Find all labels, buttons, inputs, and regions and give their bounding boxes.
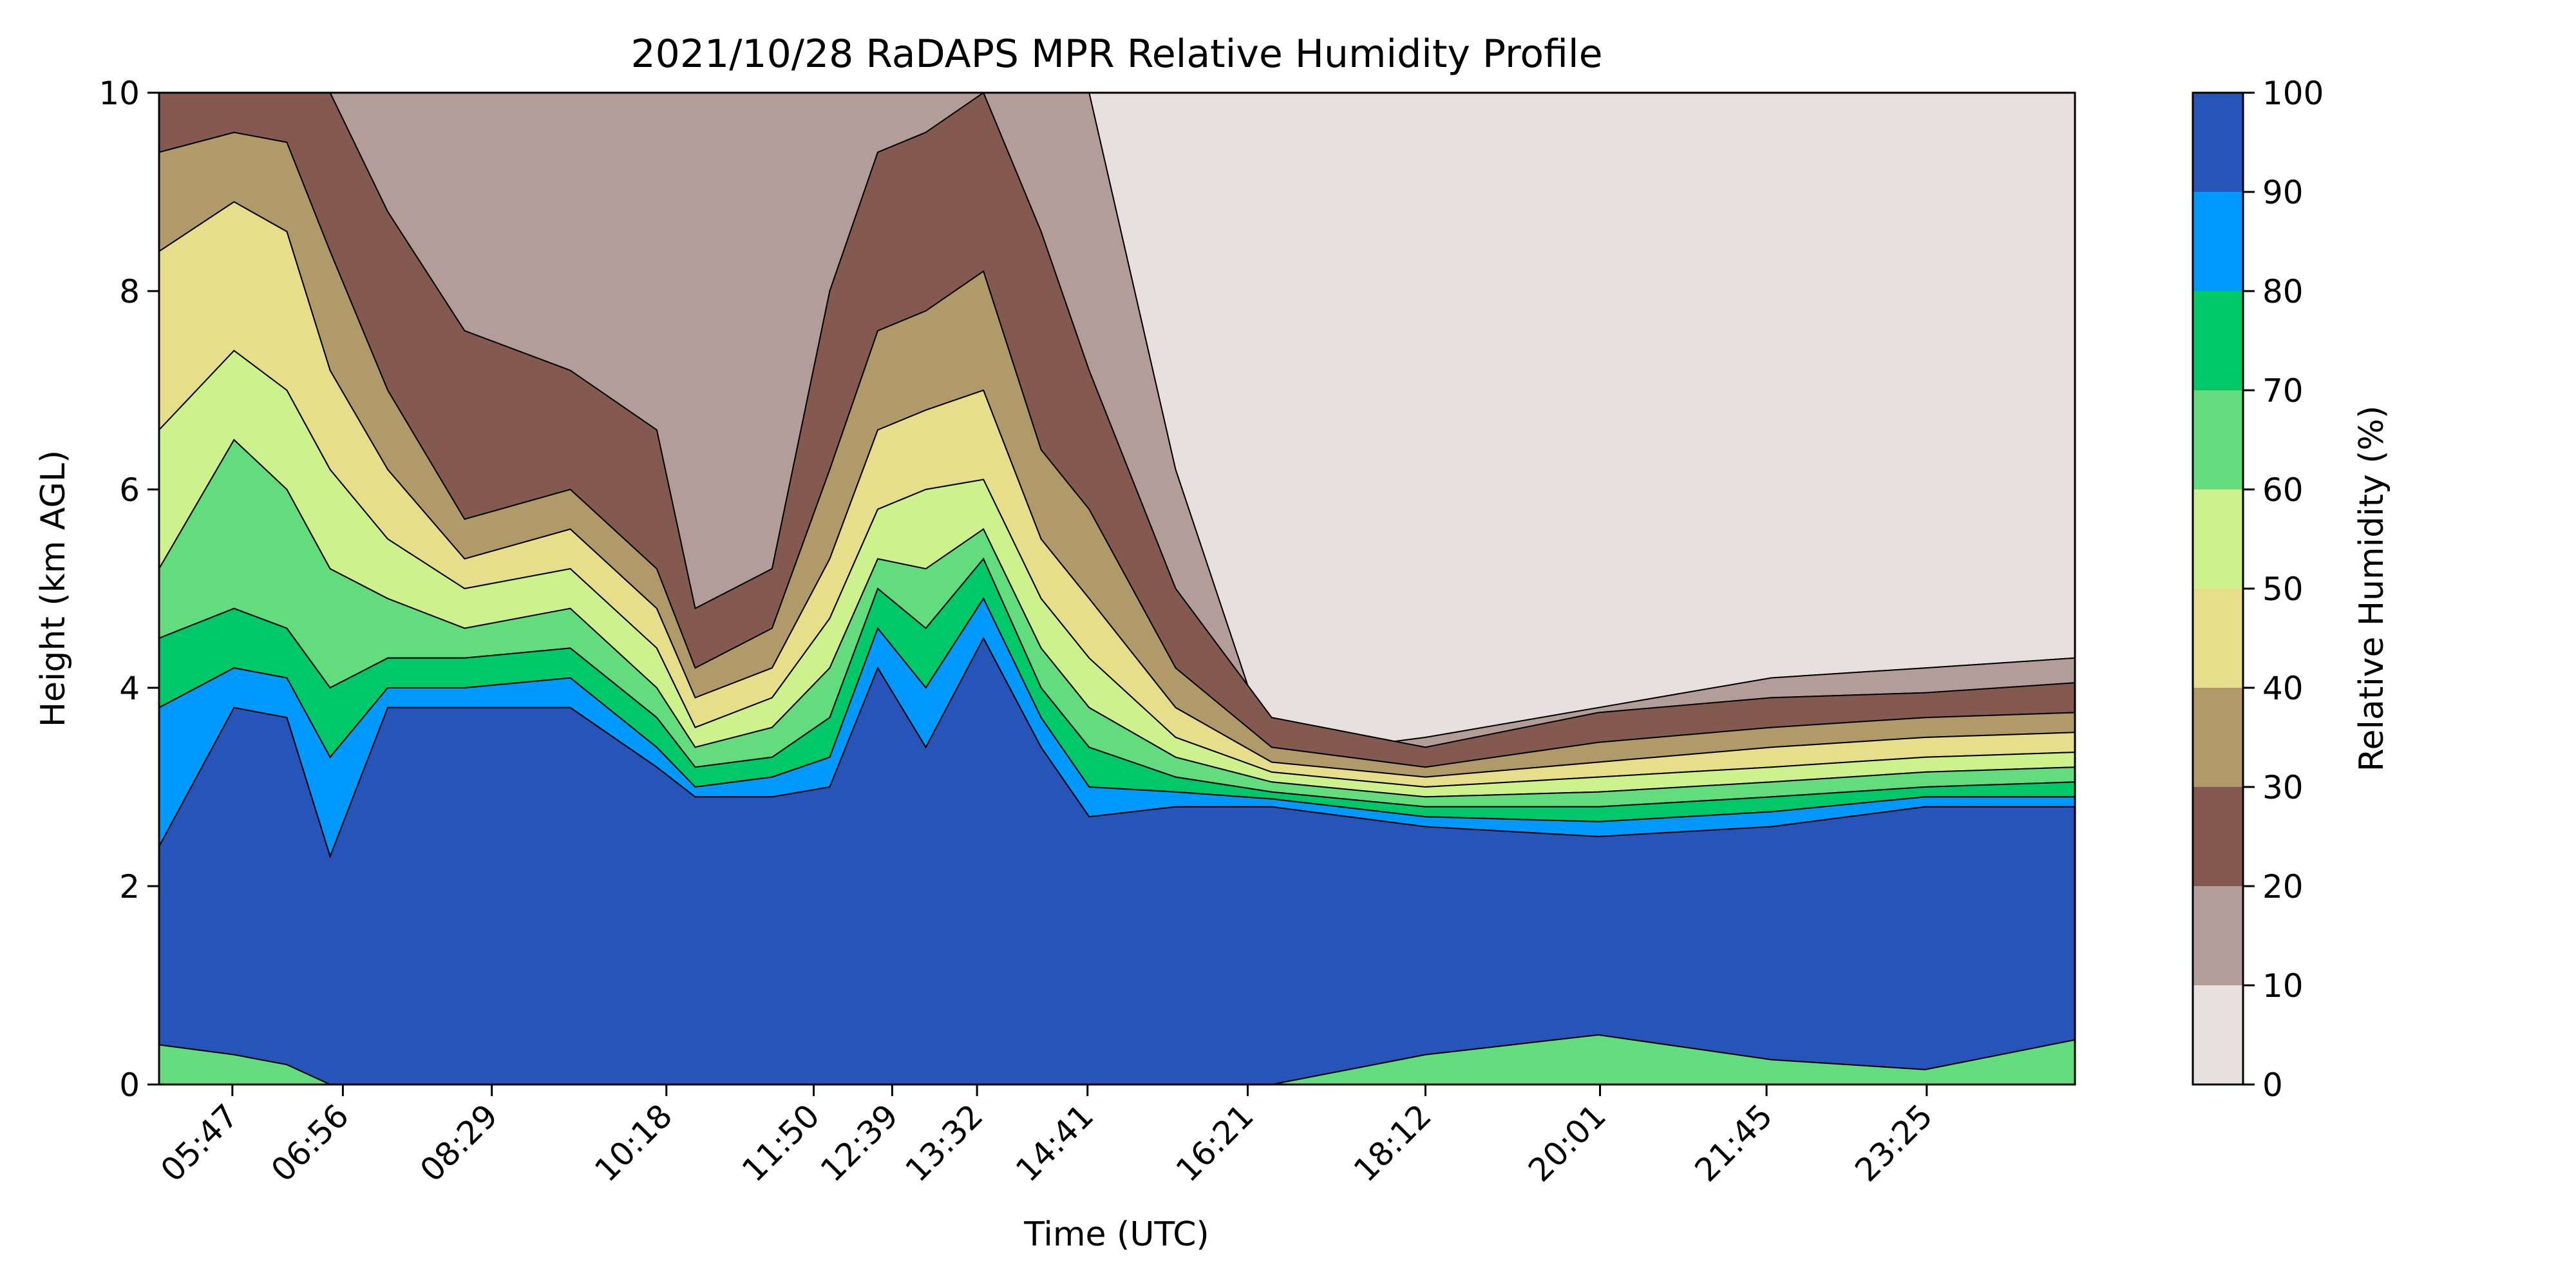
colorbar-tick-label: 0 bbox=[2262, 1066, 2283, 1104]
colorbar-tick-label: 50 bbox=[2262, 571, 2304, 608]
contour-band-surface-moist bbox=[159, 1034, 2075, 1084]
colorbar-swatch-0-10 bbox=[2193, 985, 2243, 1084]
x-tick-label: 18:12 bbox=[1347, 1097, 1439, 1189]
x-tick-label: 16:21 bbox=[1169, 1097, 1261, 1189]
contour-band-0-10 bbox=[159, 93, 2075, 758]
contour-bands bbox=[159, 93, 2075, 1084]
x-tick-label: 14:41 bbox=[1009, 1097, 1101, 1189]
colorbar-label: Relative Humidity (%) bbox=[2353, 406, 2391, 772]
y-tick-label: 6 bbox=[119, 471, 140, 509]
colorbar-swatch-60-70 bbox=[2193, 390, 2243, 489]
y-axis-label: Height (km AGL) bbox=[34, 450, 73, 727]
colorbar-swatch-70-80 bbox=[2193, 291, 2243, 390]
colorbar-swatch-50-60 bbox=[2193, 489, 2243, 589]
plot-frame bbox=[158, 91, 2076, 1086]
x-tick-label: 11:50 bbox=[735, 1097, 827, 1189]
colorbar-swatch-30-40 bbox=[2193, 688, 2243, 787]
colorbar-swatch-20-30 bbox=[2193, 787, 2243, 886]
colorbar-tick-label: 10 bbox=[2262, 967, 2304, 1005]
x-tick-label: 20:01 bbox=[1521, 1097, 1613, 1189]
x-axis-label: Time (UTC) bbox=[1023, 1215, 1209, 1254]
colorbar-tick-label: 90 bbox=[2262, 174, 2304, 211]
chart-title: 2021/10/28 RaDAPS MPR Relative Humidity … bbox=[631, 32, 1603, 77]
y-tick-label: 8 bbox=[119, 273, 140, 310]
x-tick-label: 10:18 bbox=[587, 1097, 679, 1189]
colorbar-swatch-40-50 bbox=[2193, 589, 2243, 688]
colorbar-tick-label: 70 bbox=[2262, 372, 2304, 410]
colorbar-tick-label: 80 bbox=[2262, 273, 2304, 310]
colorbar-tick-label: 60 bbox=[2262, 471, 2304, 509]
x-tick-label: 21:45 bbox=[1688, 1097, 1780, 1189]
colorbar-swatch-10-20 bbox=[2193, 886, 2243, 985]
x-tick-label: 06:56 bbox=[264, 1097, 356, 1189]
plot-area bbox=[159, 93, 2075, 1084]
y-tick-label: 2 bbox=[119, 868, 140, 905]
contour-band-90-100 bbox=[159, 636, 2075, 1084]
x-tick-label: 13:32 bbox=[898, 1097, 990, 1189]
x-tick-label: 08:29 bbox=[413, 1097, 505, 1189]
colorbar-tick-label: 40 bbox=[2262, 670, 2304, 707]
colorbar: 0 10 20 30 40 50 60 70 80 90 100 bbox=[2192, 75, 2324, 1104]
colorbar-swatch-90-100 bbox=[2193, 93, 2243, 192]
y-tick-label: 4 bbox=[119, 670, 140, 707]
x-tick-label: 23:25 bbox=[1848, 1097, 1940, 1189]
y-tick-label: 10 bbox=[99, 75, 140, 112]
colorbar-tick-label: 30 bbox=[2262, 769, 2304, 806]
colorbar-tick-label: 20 bbox=[2262, 868, 2304, 905]
x-tick-label: 12:39 bbox=[813, 1097, 905, 1189]
colorbar-swatch-80-90 bbox=[2193, 192, 2243, 291]
x-tick-label: 05:47 bbox=[153, 1097, 245, 1189]
y-tick-label: 0 bbox=[119, 1066, 140, 1104]
colorbar-tick-label: 100 bbox=[2262, 75, 2324, 112]
y-axis: 0 2 4 6 8 10 bbox=[99, 75, 159, 1104]
